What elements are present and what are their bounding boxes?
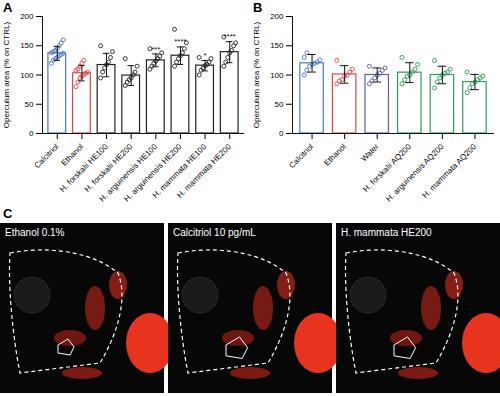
svg-text:200: 200 xyxy=(20,12,34,21)
svg-text:Operculum area (% on CTRL): Operculum area (% on CTRL) xyxy=(2,22,11,129)
svg-text:H. mammata HE100: H. mammata HE100 xyxy=(150,142,209,200)
html-text:A: A xyxy=(3,0,13,15)
svg-text:H. arguinensis AQ200: H. arguinensis AQ200 xyxy=(384,142,446,204)
svg-text:H. mammata AQ200: H. mammata AQ200 xyxy=(421,142,479,200)
svg-text:Ethanol: Ethanol xyxy=(322,142,348,168)
svg-text:H. arguinensis HE100: H. arguinensis HE100 xyxy=(97,142,159,204)
svg-text:H. forskalii HE100: H. forskalii HE100 xyxy=(58,142,110,194)
svg-text:0: 0 xyxy=(29,129,34,138)
svg-text:100: 100 xyxy=(270,71,284,80)
svg-text:H. forskalii HE200: H. forskalii HE200 xyxy=(82,142,135,194)
html-text:B: B xyxy=(253,0,263,15)
svg-text:150: 150 xyxy=(20,41,34,50)
svg-text:Operculum area (% on CTRL): Operculum area (% on CTRL) xyxy=(252,22,261,129)
svg-text:100: 100 xyxy=(20,71,34,80)
svg-text:****: **** xyxy=(174,37,186,46)
svg-text:Water: Water xyxy=(359,142,380,163)
svg-text:50: 50 xyxy=(25,100,34,109)
svg-text:H. mammata HE200: H. mammata HE200 xyxy=(341,227,432,238)
svg-text:H. arguinensis HE200: H. arguinensis HE200 xyxy=(122,142,184,204)
svg-text:*: * xyxy=(204,51,207,60)
svg-text:0: 0 xyxy=(279,129,284,138)
svg-text:H. forskalii AQ200: H. forskalii AQ200 xyxy=(361,142,413,194)
svg-text:200: 200 xyxy=(270,12,284,21)
svg-text:****: **** xyxy=(223,32,235,41)
svg-text:Ethanol 0.1%: Ethanol 0.1% xyxy=(5,227,65,238)
svg-text:H. mammata HE200: H. mammata HE200 xyxy=(175,142,233,200)
svg-text:Calcitriol 10 pg/mL: Calcitriol 10 pg/mL xyxy=(173,227,256,238)
svg-text:Ethanol: Ethanol xyxy=(59,142,86,168)
svg-text:***: *** xyxy=(151,45,160,54)
svg-text:C: C xyxy=(3,206,13,221)
svg-text:Calcitriol: Calcitriol xyxy=(32,142,60,170)
svg-text:150: 150 xyxy=(270,41,284,50)
svg-text:Calcitriol: Calcitriol xyxy=(287,142,315,170)
svg-text:50: 50 xyxy=(275,100,284,109)
